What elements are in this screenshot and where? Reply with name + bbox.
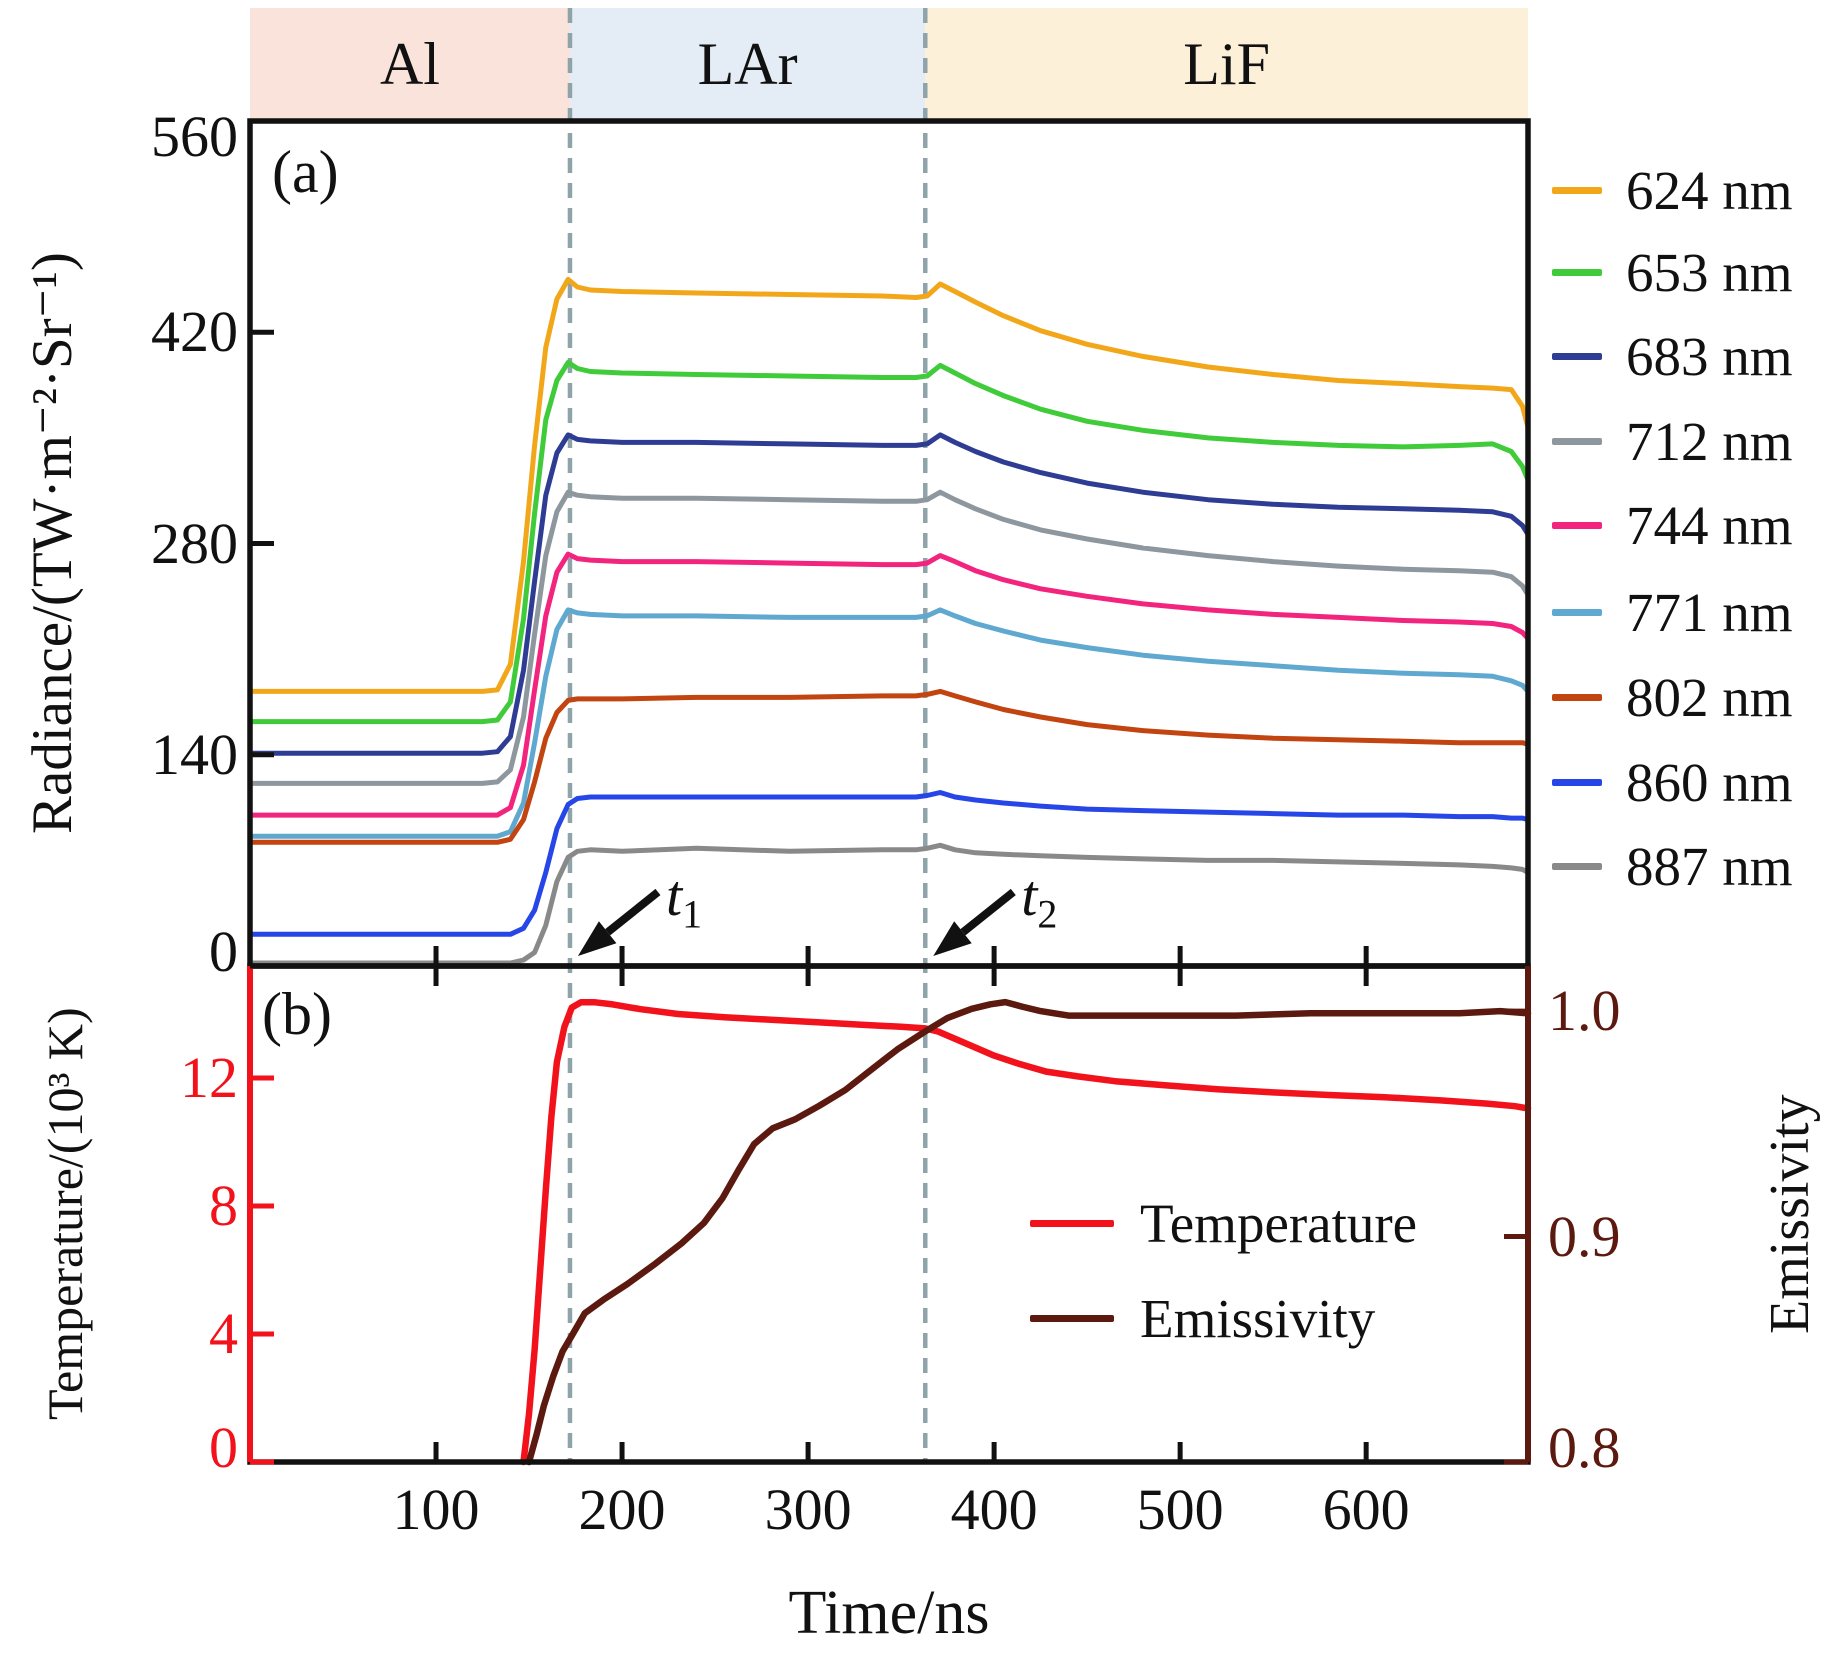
curve: [247, 842, 1531, 966]
emissivity-tick-label: 0.9: [1548, 1203, 1621, 1269]
legend-a-swatch: [1552, 862, 1602, 870]
legend-a-label: 744 nm: [1626, 494, 1793, 556]
band-region-al: Al: [250, 8, 570, 121]
legend-a-label: 653 nm: [1626, 241, 1793, 303]
x-tick-label: 600: [1322, 1477, 1410, 1542]
temperature-tick-label: 12: [180, 1045, 238, 1110]
emissivity-tick-label: 1.0: [1548, 978, 1621, 1044]
band-region-lif: LiF: [925, 8, 1528, 121]
legend-a-item: 683 nm: [1552, 321, 1793, 391]
curve: [247, 359, 1531, 725]
legend-a-label: 802 nm: [1626, 666, 1793, 728]
time-axis-label: Time/ns: [788, 1579, 990, 1647]
radiance-tick-label: 280: [151, 510, 238, 576]
legend-a-item: 624 nm: [1552, 155, 1793, 225]
legend-b-item: Temperature: [1030, 1188, 1417, 1258]
annotation-arrow-head: [933, 921, 972, 956]
legend-a-swatch: [1552, 437, 1602, 445]
legend-a-item: 860 nm: [1552, 747, 1793, 817]
legend-a-item: 712 nm: [1552, 406, 1793, 476]
t2-subscript: 2: [1037, 891, 1058, 937]
legend-b-item: Emissivity: [1030, 1283, 1375, 1353]
x-tick-label: 300: [764, 1477, 852, 1542]
temperature-axis-label: Temperature/(10³ K): [37, 1007, 93, 1421]
radiance-tick-label: 140: [151, 721, 238, 787]
legend-a-swatch: [1552, 778, 1602, 786]
legend-a-label: 712 nm: [1626, 410, 1793, 472]
curve: [247, 489, 1531, 786]
band-label-lar: LAr: [697, 31, 798, 97]
radiance-tick-label: 0: [209, 919, 238, 984]
radiance-axis-label: Radiance/(TW·m⁻²·Sr⁻¹): [21, 252, 84, 835]
temperature-tick-label: 0: [209, 1415, 238, 1480]
curve: [520, 998, 1532, 1466]
band-region-lar: LAr: [569, 8, 926, 121]
t1-subscript: 1: [682, 891, 703, 937]
emissivity-axis-label: Emissivity: [1759, 1094, 1821, 1334]
legend-a-item: 771 nm: [1552, 577, 1793, 647]
temperature-tick-label: 4: [209, 1301, 238, 1366]
band-label-al: Al: [379, 31, 440, 97]
panel-a-letter: (a): [272, 139, 339, 205]
curve: [247, 790, 1531, 937]
legend-b-swatch: [1030, 1314, 1114, 1322]
legend-a-item: 744 nm: [1552, 490, 1793, 560]
annotation-t2: t2: [1021, 862, 1057, 938]
legend-a-swatch: [1552, 186, 1602, 194]
annotation-t1: t1: [666, 862, 702, 938]
x-tick-label: 400: [950, 1477, 1038, 1542]
radiance-tick-label: 420: [151, 299, 238, 365]
curve: [247, 551, 1531, 818]
x-tick-label: 100: [392, 1477, 480, 1542]
t2-symbol: t: [1021, 863, 1038, 928]
legend-b-label: Emissivity: [1140, 1287, 1376, 1349]
emissivity-tick-label: 0.8: [1548, 1415, 1621, 1480]
curve: [247, 276, 1531, 694]
annotation-arrow-shaft: [605, 888, 661, 936]
legend-a-label: 624 nm: [1626, 159, 1793, 221]
legend-b-label: Temperature: [1140, 1192, 1418, 1254]
legend-a-item: 653 nm: [1552, 237, 1793, 307]
t1-symbol: t: [665, 863, 683, 928]
x-tick-label: 200: [578, 1477, 666, 1542]
legend-a-label: 887 nm: [1626, 835, 1793, 897]
legend-a-swatch: [1552, 521, 1602, 529]
panel-a-border: [247, 118, 1531, 969]
curve: [247, 432, 1531, 756]
legend-b-swatch: [1030, 1219, 1114, 1227]
x-tick-label: 500: [1136, 1477, 1224, 1542]
legend-a-swatch: [1552, 268, 1602, 276]
legend-a-label: 683 nm: [1626, 325, 1793, 387]
legend-a-label: 860 nm: [1626, 751, 1793, 813]
curve: [247, 607, 1531, 839]
curve: [247, 688, 1531, 845]
band-label-lif: LiF: [1183, 31, 1270, 97]
annotation-arrow-shaft: [960, 888, 1016, 936]
legend-a-swatch: [1552, 693, 1602, 701]
curve: [525, 998, 1532, 1466]
panel-b-letter: (b): [262, 981, 332, 1047]
legend-a-swatch: [1552, 608, 1602, 616]
legend-a-item: 887 nm: [1552, 831, 1793, 901]
temperature-tick-label: 8: [209, 1173, 238, 1238]
radiance-tick-label: 560: [151, 104, 238, 169]
annotation-arrow-head: [577, 921, 617, 956]
legend-a-swatch: [1552, 352, 1602, 360]
legend-a-label: 771 nm: [1626, 581, 1793, 643]
legend-a-item: 802 nm: [1552, 662, 1793, 732]
